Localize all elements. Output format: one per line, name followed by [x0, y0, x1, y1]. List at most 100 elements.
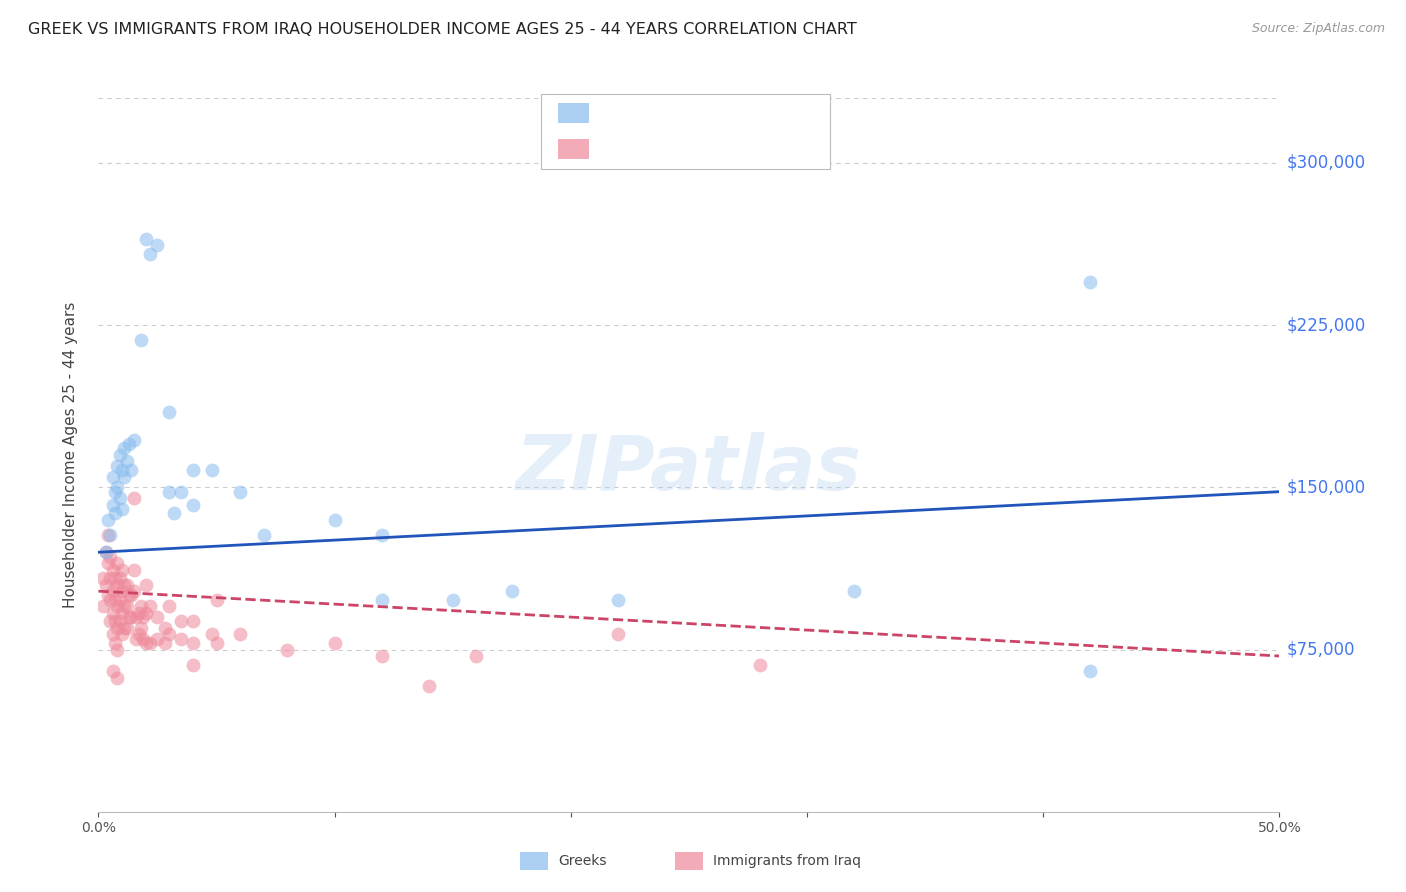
Point: [181, 636, 204, 650]
Point: [121, 463, 143, 477]
Point: [157, 599, 180, 614]
Point: [121, 610, 143, 624]
Point: [465, 648, 488, 663]
Point: [129, 621, 152, 635]
Point: [104, 571, 127, 585]
Point: [139, 599, 162, 614]
Point: [111, 502, 134, 516]
Point: [97, 589, 120, 603]
Point: [125, 632, 148, 646]
Point: [181, 498, 204, 512]
Point: [118, 437, 141, 451]
Text: $225,000: $225,000: [1286, 316, 1365, 334]
Point: [111, 463, 134, 477]
Point: [121, 589, 143, 603]
Point: [371, 592, 394, 607]
Point: [181, 615, 204, 629]
Text: Immigrants from Iraq: Immigrants from Iraq: [713, 854, 860, 868]
Point: [115, 577, 138, 591]
Point: [122, 562, 145, 576]
Point: [163, 506, 186, 520]
Point: [170, 632, 193, 646]
Point: [104, 506, 127, 520]
Point: [111, 562, 134, 576]
Point: [181, 657, 204, 672]
Point: [157, 405, 180, 419]
Point: [844, 584, 866, 599]
Point: [104, 615, 127, 629]
Point: [108, 448, 131, 462]
Point: [128, 606, 150, 620]
Point: [112, 621, 135, 635]
Point: [253, 528, 276, 542]
Point: [91, 599, 114, 614]
Point: [94, 545, 117, 559]
Point: [115, 621, 138, 635]
Point: [101, 469, 124, 483]
Point: [181, 463, 204, 477]
Point: [105, 480, 128, 494]
Point: [323, 636, 346, 650]
Point: [94, 577, 117, 591]
Point: [371, 648, 394, 663]
Point: [170, 484, 193, 499]
Point: [105, 577, 128, 591]
Point: [135, 606, 157, 620]
Point: [146, 238, 169, 252]
Point: [98, 528, 121, 542]
Point: [125, 610, 148, 624]
Text: $300,000: $300,000: [1286, 154, 1365, 172]
Point: [122, 584, 145, 599]
Point: [112, 599, 135, 614]
Point: [105, 671, 128, 685]
Point: [112, 442, 135, 456]
Point: [139, 247, 162, 261]
Point: [105, 556, 128, 570]
Point: [157, 484, 180, 499]
Point: [108, 491, 131, 505]
Point: [97, 528, 120, 542]
Point: [441, 592, 464, 607]
Point: [1080, 664, 1102, 678]
Point: [157, 627, 180, 641]
Point: [118, 610, 141, 624]
Point: [105, 621, 128, 635]
Text: Greeks: Greeks: [558, 854, 606, 868]
Point: [98, 615, 121, 629]
Point: [139, 636, 162, 650]
Point: [1080, 275, 1102, 289]
Text: GREEK VS IMMIGRANTS FROM IRAQ HOUSEHOLDER INCOME AGES 25 - 44 YEARS CORRELATION : GREEK VS IMMIGRANTS FROM IRAQ HOUSEHOLDE…: [28, 22, 856, 37]
Point: [129, 334, 152, 348]
Point: [111, 584, 134, 599]
Point: [205, 592, 228, 607]
Point: [101, 498, 124, 512]
Point: [105, 599, 128, 614]
Point: [112, 577, 135, 591]
Point: [111, 606, 134, 620]
Point: [146, 610, 169, 624]
Point: [108, 592, 131, 607]
Point: [101, 664, 124, 678]
Point: [205, 636, 228, 650]
Point: [153, 636, 176, 650]
Point: [111, 627, 134, 641]
Point: [105, 458, 128, 473]
Point: [115, 454, 138, 468]
Point: [501, 584, 523, 599]
Point: [371, 528, 394, 542]
Point: [101, 562, 124, 576]
Point: [98, 592, 121, 607]
Point: [108, 571, 131, 585]
Point: [170, 615, 193, 629]
Text: ZIPatlas: ZIPatlas: [516, 433, 862, 506]
Point: [128, 627, 150, 641]
Point: [607, 592, 630, 607]
Point: [108, 615, 131, 629]
Point: [104, 636, 127, 650]
Point: [276, 642, 298, 657]
Point: [122, 433, 145, 447]
Text: R =  0.047   N = 40: R = 0.047 N = 40: [600, 104, 762, 122]
Point: [105, 642, 128, 657]
Point: [129, 599, 152, 614]
Point: [135, 636, 157, 650]
